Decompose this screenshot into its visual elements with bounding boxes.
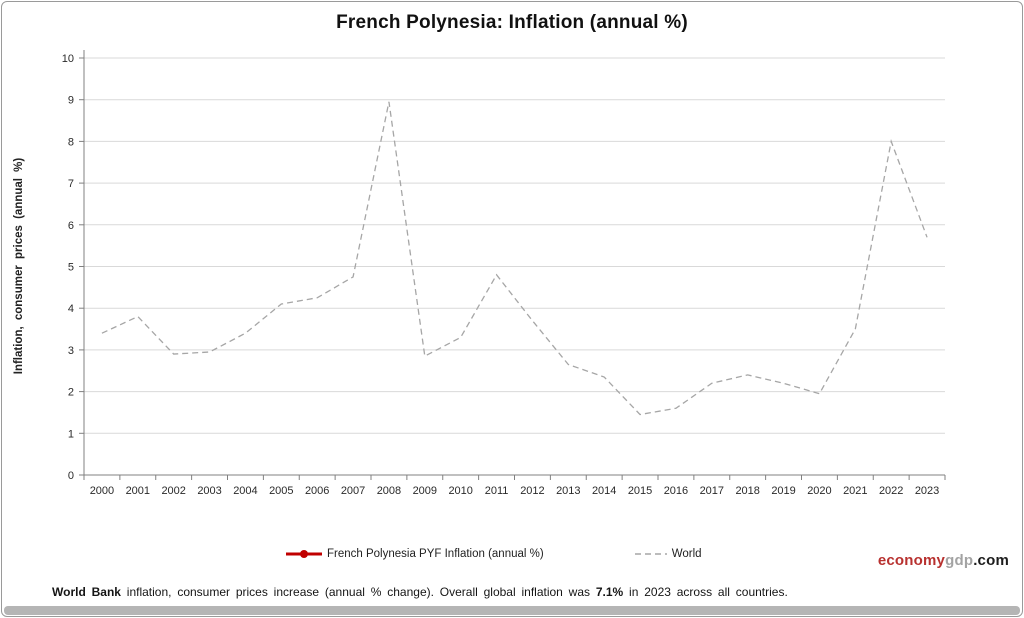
- x-tick-label: 2020: [807, 485, 831, 497]
- x-tick-label: 2010: [448, 485, 472, 497]
- y-tick-label: 0: [68, 470, 74, 482]
- x-tick-label: 2007: [341, 485, 365, 497]
- x-tick-label: 2009: [413, 485, 437, 497]
- economygdp-watermark: economygdp.com: [878, 552, 1009, 569]
- y-tick-label: 5: [68, 262, 74, 274]
- y-tick-label: 9: [68, 95, 74, 107]
- legend-item-french-polynesia: French Polynesia PYF Inflation (annual %…: [285, 548, 544, 560]
- source-note: World Bank inflation, consumer prices in…: [52, 585, 1002, 599]
- y-tick-label: 4: [68, 303, 74, 315]
- chart-legend: French Polynesia PYF Inflation (annual %…: [2, 545, 1022, 563]
- x-tick-label: 2001: [126, 485, 150, 497]
- x-tick-label: 2002: [161, 485, 185, 497]
- x-tick-label: 2019: [771, 485, 795, 497]
- x-tick-label: 2005: [269, 485, 293, 497]
- x-tick-label: 2013: [556, 485, 580, 497]
- x-tick-label: 2006: [305, 485, 329, 497]
- x-tick-label: 2008: [377, 485, 401, 497]
- x-tick-label: 2018: [735, 485, 759, 497]
- x-tick-label: 2021: [843, 485, 867, 497]
- x-tick-label: 2000: [90, 485, 114, 497]
- x-tick-label: 2004: [233, 485, 257, 497]
- y-tick-label: 6: [68, 220, 74, 232]
- source-note-worldbank: World Bank: [52, 585, 121, 599]
- source-note-text2: in 2023 across all countries.: [623, 585, 788, 599]
- x-tick-label: 2011: [485, 485, 509, 497]
- x-tick-label: 2014: [592, 485, 616, 497]
- y-tick-label: 7: [68, 178, 74, 190]
- y-tick-label: 8: [68, 136, 74, 148]
- world-series-marker-icon: [634, 553, 667, 555]
- watermark-gdp: gdp: [945, 552, 974, 569]
- y-tick-label: 1: [68, 428, 74, 440]
- y-tick-label: 2: [68, 387, 74, 399]
- x-tick-label: 2003: [197, 485, 221, 497]
- x-tick-label: 2023: [915, 485, 939, 497]
- legend-label-french-polynesia: French Polynesia PYF Inflation (annual %…: [327, 548, 544, 560]
- world-series-line: [101, 101, 928, 416]
- x-tick-label: 2017: [700, 485, 724, 497]
- inflation-line-chart: 0 1 2 3 4 5 6 7 8 9 10 2000 2001 2002 2003 2004 2005 2006…: [62, 50, 946, 497]
- y-tick-label: 3: [68, 345, 74, 357]
- x-tick-label: 2015: [628, 485, 652, 497]
- x-tick-label: 2012: [520, 485, 544, 497]
- y-tick-label: 10: [62, 53, 74, 65]
- legend-item-world: World: [634, 548, 702, 560]
- legend-label-world: World: [671, 548, 702, 560]
- source-note-text1: inflation, consumer prices increase (ann…: [120, 585, 596, 599]
- pyf-series-marker-icon: [286, 550, 322, 558]
- watermark-com: .com: [973, 552, 1009, 569]
- chart-title: French Polynesia: Inflation (annual %): [336, 12, 688, 33]
- watermark-economy: economy: [877, 552, 946, 569]
- bottom-scrollbar[interactable]: [4, 606, 1020, 615]
- x-tick-label: 2022: [879, 485, 903, 497]
- x-tick-label: 2016: [664, 485, 688, 497]
- source-note-global-inflation-value: 7.1%: [595, 585, 624, 599]
